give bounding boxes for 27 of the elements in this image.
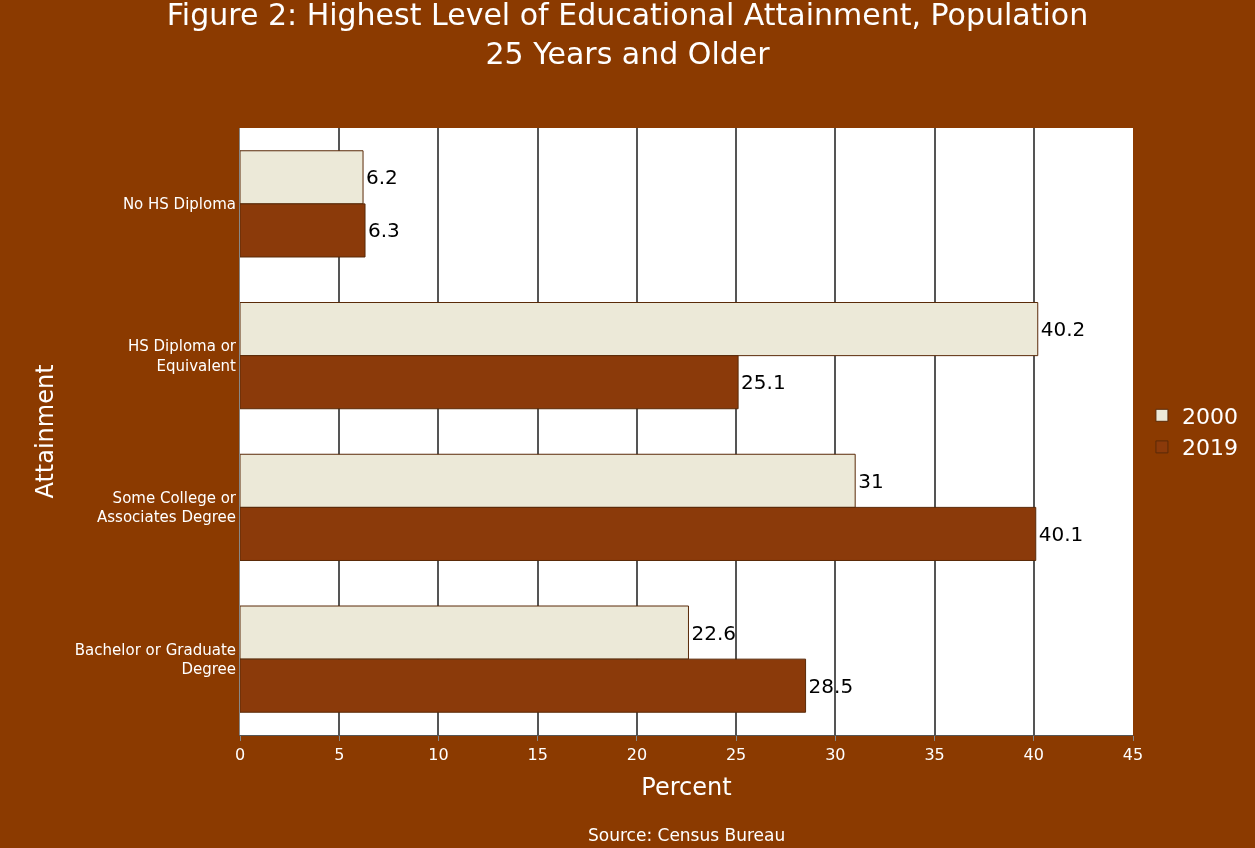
chart-title: Figure 2: Highest Level of Educational Attainment, Population 25 Years and Older bbox=[166, 0, 1089, 72]
legend-label: 2019 bbox=[1181, 435, 1238, 461]
y-tick-label: HS Diploma or Equivalent bbox=[127, 337, 237, 375]
data-label: 6.2 bbox=[366, 165, 398, 190]
data-label: 6.3 bbox=[368, 218, 400, 243]
data-label: 40.1 bbox=[1038, 521, 1084, 546]
x-tick-label: 15 bbox=[527, 745, 548, 765]
source-note: Source: Census Bureau bbox=[588, 825, 786, 845]
x-tick-label: 35 bbox=[924, 745, 945, 765]
x-tick-label: 10 bbox=[428, 745, 449, 765]
x-tick-label: 20 bbox=[626, 745, 648, 765]
x-tick-label: 40 bbox=[1023, 745, 1044, 765]
x-tick-label: 25 bbox=[725, 745, 747, 765]
y-tick-label: Bachelor or Graduate Degree bbox=[74, 640, 236, 679]
data-label: 22.6 bbox=[691, 620, 737, 645]
x-tick-label: 5 bbox=[334, 745, 345, 765]
data-label: 40.2 bbox=[1040, 317, 1086, 342]
x-tick-label: 45 bbox=[1122, 745, 1144, 765]
y-tick-label: Some College or Associates Degree bbox=[97, 488, 237, 527]
legend-label: 2000 bbox=[1181, 403, 1238, 429]
x-axis-title: Percent bbox=[641, 772, 732, 801]
data-label: 31 bbox=[858, 468, 884, 493]
data-label: 25.1 bbox=[741, 370, 786, 395]
x-tick-label: 30 bbox=[825, 745, 846, 765]
x-tick-label: 0 bbox=[234, 745, 246, 765]
y-axis-title: Attainment bbox=[30, 364, 59, 499]
y-tick-label: No HS Diploma bbox=[122, 195, 236, 214]
